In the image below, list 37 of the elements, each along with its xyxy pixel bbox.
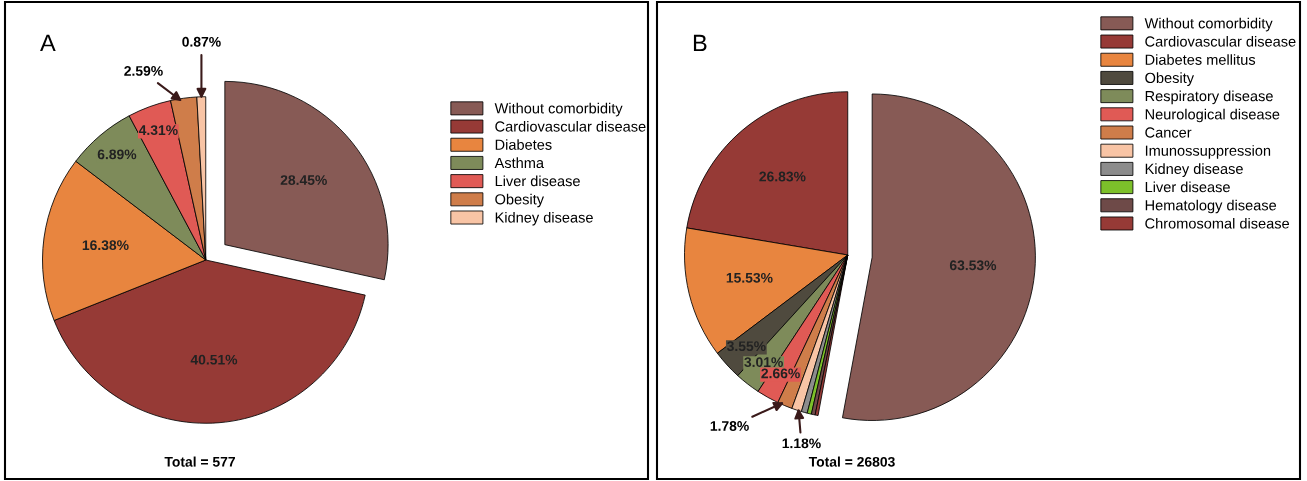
data-label: 0.87% [182, 36, 221, 47]
data-label: 26.83% [759, 171, 806, 182]
data-label: 4.31% [138, 125, 178, 136]
legend-label: Liver disease [1145, 181, 1230, 193]
legend-label: Chromosomal disease [1145, 217, 1290, 229]
legend-label: Liver disease [495, 175, 580, 187]
data-label: 40.51% [190, 354, 238, 365]
data-label: 2.66% [761, 368, 800, 379]
legend-label: Obesity [495, 193, 544, 208]
text: Total = 577 [164, 456, 235, 467]
data-label: 28.45% [280, 175, 327, 185]
chart-title: A [40, 34, 56, 52]
legend-label: Hematology disease [1145, 199, 1277, 214]
data-label: 15.53% [726, 272, 773, 283]
data-label: 3.01% [744, 357, 783, 368]
legend-label: Asthma [494, 157, 545, 169]
legend-label: Respiratory disease [1145, 90, 1273, 105]
legend-label: Without comorbidity [494, 102, 623, 117]
data-label: 1.18% [782, 438, 821, 449]
text: Total = 26803 [808, 456, 895, 467]
text: B [693, 34, 707, 52]
legend-label: Cancer [1145, 127, 1192, 138]
data-label: 6.89% [97, 149, 137, 160]
legend-label: Without comorbidity [1144, 17, 1273, 32]
legend-label: Cardiovascular disease [495, 120, 646, 132]
legend-label: Neurological disease [1145, 108, 1280, 123]
legend-label: Kidney disease [495, 211, 593, 226]
data-label: 2.59% [124, 66, 163, 76]
data-label: 16.38% [82, 240, 129, 251]
legend-label: Diabetes [495, 139, 552, 150]
legend-label: Kidney disease [1145, 163, 1243, 177]
data-label: 63.53% [949, 260, 997, 271]
legend-label: Imunossuppression [1145, 145, 1271, 159]
legend-label: Diabetes mellitus [1145, 54, 1256, 65]
legend-label: Obesity [1145, 72, 1194, 86]
legend-label: Cardiovascular disease [1145, 35, 1296, 47]
data-label: 1.78% [710, 421, 749, 431]
